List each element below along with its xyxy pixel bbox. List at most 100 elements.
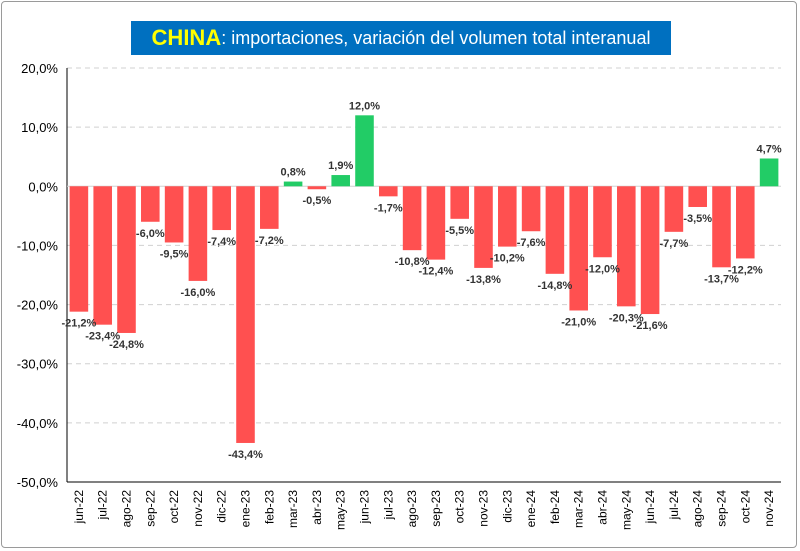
bar [212, 186, 231, 231]
bar [759, 158, 779, 187]
data-label: -12,0% [585, 263, 620, 275]
y-tick-label: -20,0% [17, 298, 59, 313]
data-label: -14,8% [537, 280, 572, 292]
bars [69, 115, 779, 443]
x-tick-label: sep-22 [143, 490, 157, 527]
bar [141, 186, 160, 222]
data-label: -7,6% [517, 237, 546, 249]
data-label: -43,4% [228, 449, 263, 461]
x-tick-label: ene-23 [239, 490, 253, 528]
bar [283, 181, 303, 187]
bar [712, 186, 731, 268]
y-tick-label: 10,0% [21, 120, 58, 135]
x-tick-label: abr-23 [310, 490, 324, 525]
x-tick-label: jun-23 [358, 490, 372, 525]
gridlines [67, 67, 781, 424]
bar [188, 186, 208, 281]
data-label: -1,7% [374, 202, 403, 214]
data-label: -13,7% [704, 273, 739, 285]
bar [474, 186, 493, 268]
data-label: 12,0% [349, 100, 380, 112]
y-tick-labels: 20,0% 10,0% 0,0% -10,0% -20,0% -30,0% -40,0% -5… [17, 61, 59, 490]
x-tick-label: ago-23 [405, 490, 419, 528]
x-tick-label: mar-23 [286, 490, 300, 528]
x-tick-label: ago-24 [691, 490, 705, 528]
x-tick-label: nov-22 [191, 490, 205, 527]
bar [355, 115, 374, 187]
x-tick-label: dic-22 [215, 490, 229, 523]
data-label: -7,2% [255, 235, 284, 247]
data-label: -13,8% [466, 274, 501, 286]
bar [307, 186, 327, 190]
bar [402, 186, 422, 251]
x-tick-label: nov-23 [477, 490, 491, 527]
bar [640, 186, 660, 315]
data-label: -7,7% [660, 238, 689, 250]
data-label: -16,0% [180, 287, 215, 299]
bar [164, 186, 184, 243]
x-tick-label: oct-24 [738, 490, 752, 524]
bar [569, 186, 588, 311]
x-tick-label: ago-22 [120, 490, 134, 528]
data-label: -3,5% [683, 213, 712, 225]
data-label: -20,3% [609, 312, 644, 324]
bar [545, 186, 565, 274]
bar [93, 186, 112, 325]
axes [66, 68, 781, 483]
x-tick-label: feb-24 [548, 490, 562, 524]
data-label: -7,4% [207, 236, 236, 248]
bar [736, 186, 755, 259]
x-tick-label: oct-22 [167, 490, 181, 524]
data-label: -23,4% [85, 331, 120, 343]
data-label: -12,2% [728, 264, 763, 276]
x-tick-label: jul-22 [96, 490, 110, 521]
data-label: -0,5% [303, 195, 332, 207]
data-label: -10,8% [395, 256, 430, 268]
bar [688, 186, 707, 207]
x-tick-label: may-24 [619, 490, 633, 530]
x-tick-label: jun-24 [643, 490, 657, 525]
bar [593, 186, 612, 258]
x-tick-label: jul-23 [381, 490, 395, 521]
data-label: -21,0% [561, 316, 596, 328]
data-label: 0,8% [281, 167, 306, 179]
data-labels: -21,2%-23,4%-24,8% -6,0% -9,5% -16,0% -7,4% -… [61, 100, 781, 461]
data-label: 4,7% [757, 143, 782, 155]
bar [379, 186, 398, 197]
x-tick-label: ene-24 [524, 490, 538, 528]
chart-title: CHINA : importaciones, variación del vol… [131, 21, 671, 55]
y-tick-label: -10,0% [17, 238, 59, 253]
x-tick-labels: jun-22 jul-22 ago-22 sep-22 oct-22 nov-22 dic-… [72, 490, 776, 530]
bar [450, 186, 469, 219]
bar [426, 186, 446, 260]
title-text: : importaciones, variación del volumen t… [221, 27, 651, 48]
x-tick-label: nov-24 [762, 490, 776, 527]
data-label: -21,2% [61, 318, 96, 330]
data-label: 1,9% [328, 160, 353, 172]
bar [498, 186, 517, 247]
x-tick-label: jun-22 [72, 490, 86, 525]
x-tick-label: mar-24 [572, 490, 586, 528]
x-tick-label: abr-24 [596, 490, 610, 525]
bar [117, 186, 136, 333]
bar [617, 186, 636, 307]
data-label: -10,2% [490, 253, 525, 265]
data-label: -6,0% [136, 228, 165, 240]
data-label: -9,5% [160, 248, 189, 260]
data-label: -21,6% [633, 320, 668, 332]
bar [69, 186, 89, 312]
x-tick-label: may-23 [334, 490, 348, 530]
bar [664, 186, 684, 232]
bar [236, 186, 255, 443]
bar [331, 175, 350, 187]
y-tick-label: -40,0% [17, 416, 59, 431]
x-tick-label: sep-23 [429, 490, 443, 527]
data-label: -12,4% [418, 266, 453, 278]
bar [521, 186, 541, 232]
y-tick-label: -50,0% [17, 475, 59, 490]
title-country: CHINA [151, 25, 222, 50]
y-tick-label: -30,0% [17, 357, 59, 372]
y-tick-label: 20,0% [21, 61, 58, 76]
